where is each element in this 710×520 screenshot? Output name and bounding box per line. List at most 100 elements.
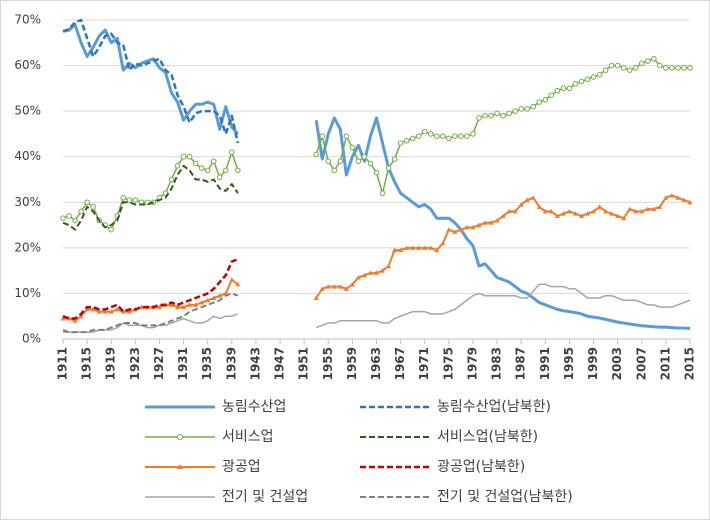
- point: [114, 306, 120, 312]
- y-tick-label: 10%: [14, 286, 41, 300]
- legend-label: 전기 및 건설업(남북한): [437, 489, 573, 505]
- point: [180, 153, 187, 160]
- point: [337, 284, 343, 289]
- point: [452, 229, 458, 234]
- point: [530, 103, 537, 110]
- point: [548, 208, 554, 214]
- x-tick-label: 2003: [610, 347, 624, 380]
- point: [343, 286, 349, 291]
- point: [367, 270, 373, 275]
- x-tick-label: 1915: [80, 347, 94, 380]
- point: [355, 274, 361, 280]
- point: [663, 65, 669, 71]
- point: [687, 65, 693, 71]
- legend-label: 서비스업: [222, 429, 274, 445]
- x-tick-label: 1939: [224, 347, 238, 380]
- x-tick-label: 1943: [248, 347, 262, 380]
- point: [536, 204, 542, 209]
- point: [404, 245, 410, 250]
- point: [572, 81, 579, 87]
- y-tick-label: 70%: [14, 13, 41, 27]
- point: [222, 167, 229, 174]
- point: [482, 112, 488, 119]
- point: [638, 60, 645, 67]
- point: [126, 309, 132, 314]
- point: [120, 194, 127, 201]
- x-tick-label: 1963: [369, 347, 383, 380]
- point: [554, 87, 561, 94]
- x-tick-label: 1971: [417, 347, 431, 380]
- point: [687, 199, 693, 205]
- point: [585, 211, 591, 216]
- x-tick-label: 1959: [345, 347, 359, 380]
- x-tick-label: 1975: [441, 347, 455, 380]
- point: [627, 206, 633, 212]
- point: [331, 284, 337, 289]
- point: [156, 304, 162, 310]
- point: [355, 158, 362, 165]
- point: [675, 65, 681, 71]
- point: [174, 163, 181, 169]
- point: [169, 302, 175, 307]
- x-tick-label: 1979: [465, 347, 479, 380]
- point: [181, 304, 187, 310]
- point: [633, 208, 639, 214]
- point: [506, 110, 512, 117]
- point: [235, 167, 241, 174]
- point: [66, 213, 72, 219]
- point: [90, 204, 96, 210]
- point: [596, 71, 603, 78]
- point: [325, 284, 331, 289]
- x-tick-label: 2007: [634, 347, 648, 380]
- point: [199, 300, 205, 305]
- point: [506, 208, 512, 214]
- series-line: [62, 292, 239, 334]
- point: [192, 160, 199, 167]
- point: [500, 213, 506, 218]
- point: [66, 315, 72, 321]
- point: [398, 247, 404, 253]
- point: [379, 190, 386, 196]
- point: [512, 108, 518, 114]
- x-tick-label: 1955: [321, 347, 335, 380]
- point: [608, 62, 615, 69]
- x-tick-label: 1983: [490, 347, 504, 380]
- series-line: [62, 23, 691, 331]
- point: [72, 318, 78, 323]
- point: [132, 197, 139, 203]
- point: [609, 211, 615, 216]
- point: [464, 224, 470, 230]
- point: [433, 133, 440, 140]
- series-line: [62, 18, 240, 144]
- x-tick-label: 1987: [514, 347, 528, 380]
- point: [343, 133, 350, 140]
- y-tick-label: 40%: [14, 149, 41, 163]
- point: [410, 245, 416, 250]
- point: [84, 199, 90, 206]
- point: [566, 208, 572, 214]
- point: [187, 302, 193, 307]
- x-tick-label: 1931: [176, 347, 190, 380]
- point: [108, 226, 115, 233]
- point: [530, 195, 536, 200]
- point: [229, 277, 235, 282]
- point: [669, 192, 675, 198]
- y-tick-label: 60%: [14, 58, 41, 72]
- y-tick-label: 50%: [14, 104, 41, 118]
- point: [590, 74, 597, 80]
- point: [422, 245, 428, 250]
- point: [102, 309, 108, 314]
- point: [458, 133, 464, 140]
- point: [96, 309, 102, 314]
- point: [361, 153, 368, 160]
- point: [216, 174, 223, 181]
- legend-label: 농림수산업(남북한): [437, 399, 551, 415]
- point: [512, 208, 518, 214]
- series-line: [62, 164, 239, 231]
- point: [108, 309, 114, 314]
- point: [476, 222, 482, 228]
- point: [313, 295, 319, 300]
- point: [494, 110, 500, 117]
- point: [500, 112, 506, 119]
